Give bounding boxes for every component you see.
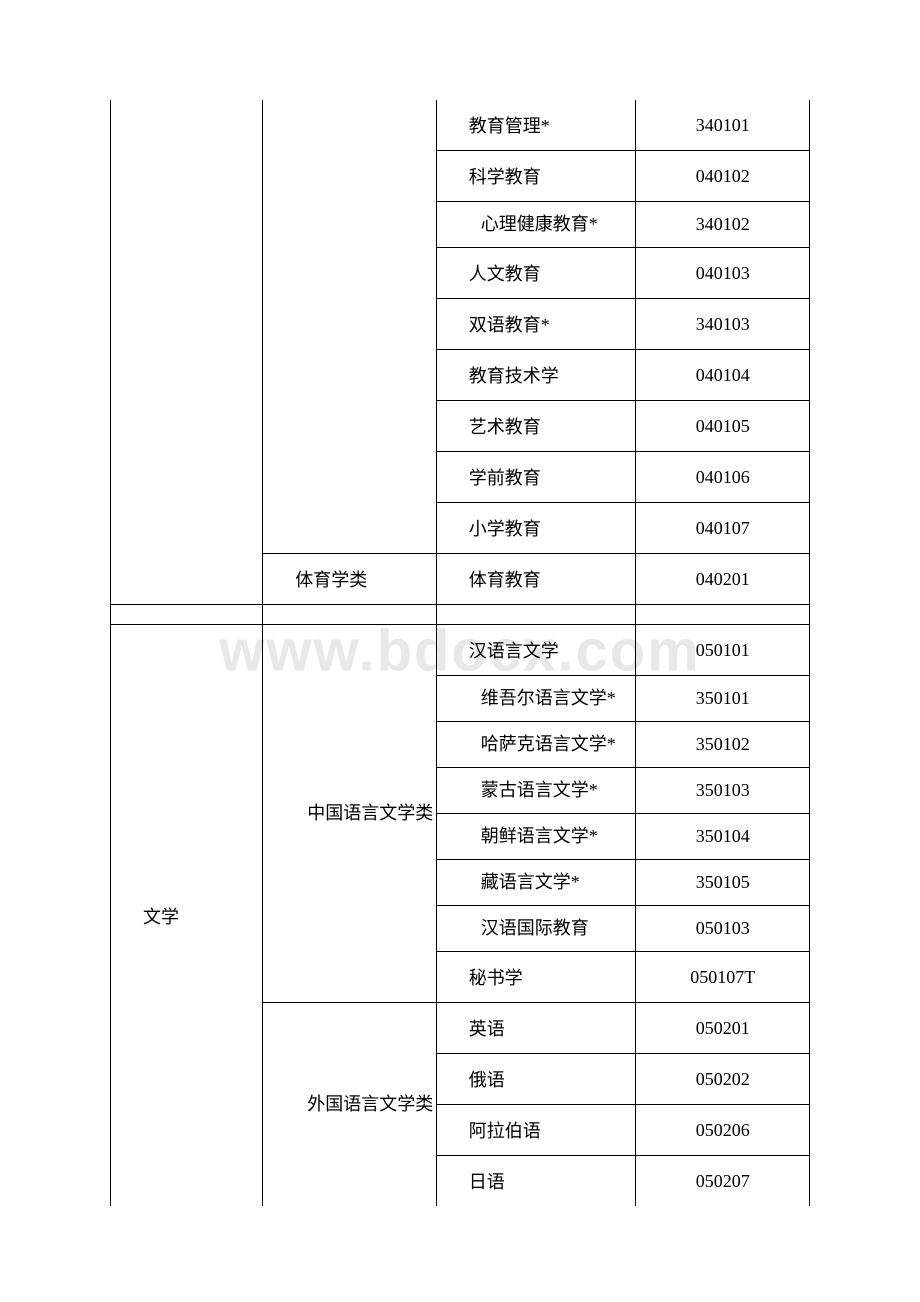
major-name: 维吾尔语言文学* <box>437 677 636 720</box>
major-name-cell: 日语 <box>436 1156 636 1207</box>
major-code-cell: 040105 <box>636 401 810 452</box>
major-name: 蒙古语言文学* <box>437 769 636 812</box>
table-row: 文学 中国语言文学类 汉语言文学 050101 <box>111 625 810 676</box>
category-name: 体育学类 <box>263 554 435 604</box>
major-code-cell: 350101 <box>636 676 810 722</box>
major-name-cell: 阿拉伯语 <box>436 1105 636 1156</box>
major-code-cell: 050103 <box>636 906 810 952</box>
discipline-cell <box>111 100 263 605</box>
table-row: 教育管理* 340101 <box>111 100 810 151</box>
major-name: 秘书学 <box>437 952 636 1002</box>
category-cell: 体育学类 <box>263 554 436 605</box>
major-name: 哈萨克语言文学* <box>437 723 636 766</box>
major-name: 学前教育 <box>437 452 636 502</box>
major-name-cell: 朝鲜语言文学* <box>436 814 636 860</box>
major-name-cell: 艺术教育 <box>436 401 636 452</box>
major-name: 科学教育 <box>437 151 636 201</box>
major-code-cell: 350105 <box>636 860 810 906</box>
major-name-cell: 英语 <box>436 1003 636 1054</box>
major-code-cell: 040103 <box>636 248 810 299</box>
major-name: 心理健康教育* <box>437 203 636 246</box>
major-name-cell: 科学教育 <box>436 151 636 202</box>
major-name: 汉语国际教育 <box>437 907 636 950</box>
major-name-cell: 教育技术学 <box>436 350 636 401</box>
major-code-cell: 050101 <box>636 625 810 676</box>
major-name: 英语 <box>437 1003 636 1053</box>
major-name: 俄语 <box>437 1054 636 1104</box>
major-name: 教育技术学 <box>437 350 636 400</box>
category-name: 中国语言文学类 <box>263 800 435 827</box>
major-name: 教育管理* <box>437 100 636 150</box>
category-cell <box>263 100 436 554</box>
major-name: 藏语言文学* <box>437 861 636 904</box>
discipline-name: 文学 <box>111 891 262 941</box>
major-code-cell: 350103 <box>636 768 810 814</box>
major-code-cell: 340103 <box>636 299 810 350</box>
major-code-cell: 050201 <box>636 1003 810 1054</box>
major-name-cell: 体育教育 <box>436 554 636 605</box>
major-name-cell: 教育管理* <box>436 100 636 151</box>
major-name-cell: 藏语言文学* <box>436 860 636 906</box>
category-name: 外国语言文学类 <box>263 1091 435 1118</box>
major-name-cell: 哈萨克语言文学* <box>436 722 636 768</box>
major-code-cell: 050207 <box>636 1156 810 1207</box>
major-name: 朝鲜语言文学* <box>437 815 636 858</box>
major-name-cell: 汉语言文学 <box>436 625 636 676</box>
major-name-cell: 双语教育* <box>436 299 636 350</box>
major-code-cell: 040107 <box>636 503 810 554</box>
category-cell: 外国语言文学类 <box>263 1003 436 1207</box>
spacer-row <box>111 605 810 625</box>
major-code-cell: 350104 <box>636 814 810 860</box>
major-code-cell: 040201 <box>636 554 810 605</box>
major-code-cell: 050107T <box>636 952 810 1003</box>
major-name: 双语教育* <box>437 299 636 349</box>
category-cell: 中国语言文学类 <box>263 625 436 1003</box>
major-code-cell: 040106 <box>636 452 810 503</box>
major-name-cell: 蒙古语言文学* <box>436 768 636 814</box>
major-code-cell: 040102 <box>636 151 810 202</box>
major-name-cell: 俄语 <box>436 1054 636 1105</box>
major-name-cell: 小学教育 <box>436 503 636 554</box>
major-name: 小学教育 <box>437 503 636 553</box>
major-name: 体育教育 <box>437 554 636 604</box>
major-name-cell: 秘书学 <box>436 952 636 1003</box>
major-name-cell: 汉语国际教育 <box>436 906 636 952</box>
major-name: 汉语言文学 <box>437 625 636 675</box>
major-name: 阿拉伯语 <box>437 1105 636 1155</box>
major-code-cell: 050206 <box>636 1105 810 1156</box>
major-code-cell: 340102 <box>636 202 810 248</box>
major-name: 人文教育 <box>437 248 636 298</box>
major-name: 艺术教育 <box>437 401 636 451</box>
discipline-cell: 文学 <box>111 625 263 1207</box>
major-name-cell: 心理健康教育* <box>436 202 636 248</box>
major-name-cell: 人文教育 <box>436 248 636 299</box>
major-name-cell: 学前教育 <box>436 452 636 503</box>
majors-table: 教育管理* 340101 科学教育 040102 心理健康教育* 340102 … <box>110 100 810 1206</box>
major-code-cell: 340101 <box>636 100 810 151</box>
major-code-cell: 040104 <box>636 350 810 401</box>
major-name-cell: 维吾尔语言文学* <box>436 676 636 722</box>
major-code-cell: 050202 <box>636 1054 810 1105</box>
major-code-cell: 350102 <box>636 722 810 768</box>
major-name: 日语 <box>437 1156 636 1206</box>
